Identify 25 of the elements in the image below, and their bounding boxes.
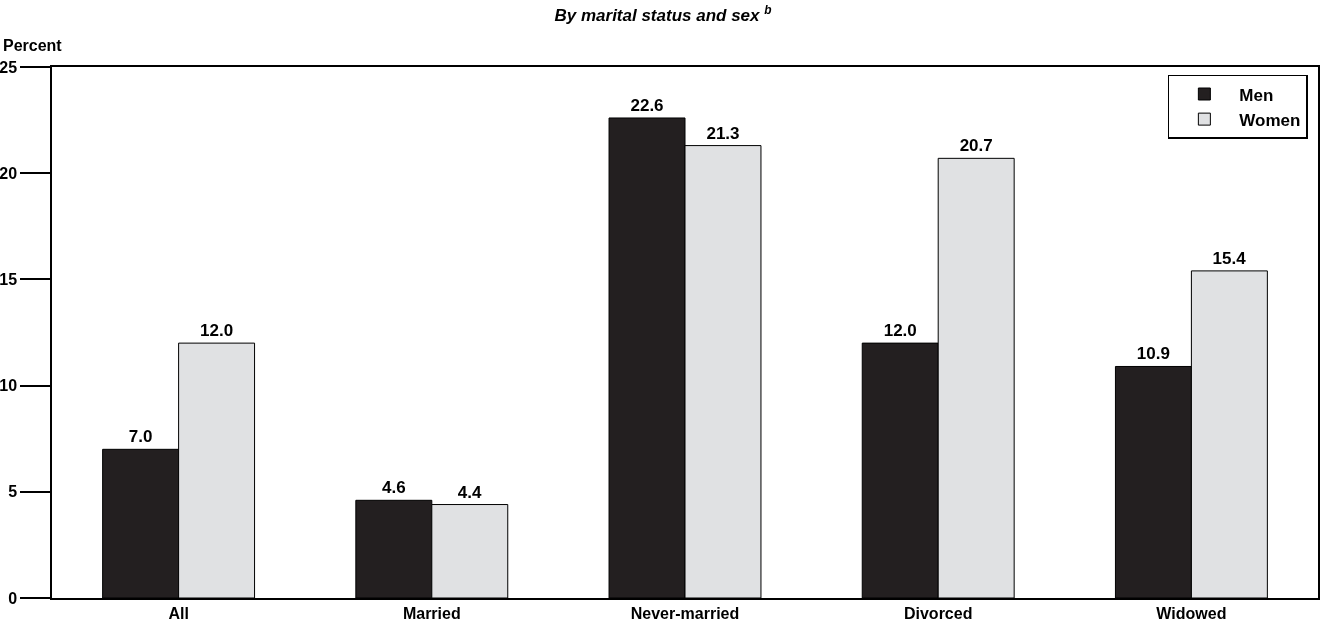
y-tick-label: 25 [0,58,18,76]
data-label: 22.6 [630,95,664,115]
x-tick-label: Married [402,604,461,622]
x-tick-label: Never-married [630,604,740,622]
y-tick-label: 15 [0,271,18,288]
data-label: 21.3 [706,123,740,143]
data-label: 4.6 [382,478,406,498]
data-label: 12.0 [883,321,917,341]
x-tick-label: All [168,604,189,622]
x-tick-label: Divorced [903,604,973,622]
y-tick-label: 0 [8,589,18,607]
y-tick-label: 20 [0,164,18,182]
y-tick-label: 10 [0,377,18,395]
data-label: 7.0 [128,427,153,447]
data-label: 10.9 [1136,344,1170,364]
chart-title: By marital status and sex $^{b}$ [554,3,772,26]
data-label: 15.4 [1212,248,1247,268]
legend-label: Women [1239,110,1301,130]
y-tick-label: 5 [8,483,18,501]
data-label: 4.4 [457,482,482,502]
x-tick-label: Widowed [1156,604,1227,622]
y-axis-title: Percent [3,37,63,54]
data-label: 20.7 [959,136,993,156]
legend-label: Men [1239,85,1274,105]
data-label: 12.0 [200,321,234,341]
